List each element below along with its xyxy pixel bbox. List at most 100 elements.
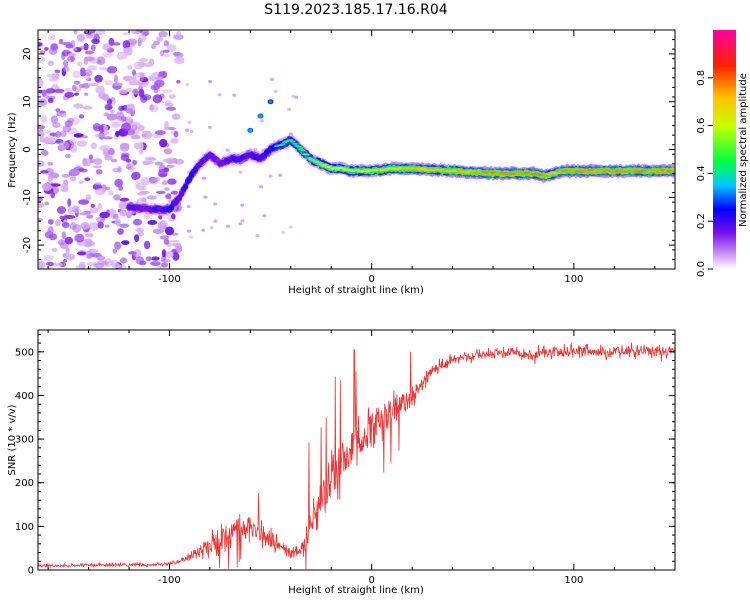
noise-blob	[146, 195, 157, 200]
noise-blob	[167, 178, 177, 185]
noise-blob	[134, 234, 140, 243]
noise-blob	[164, 226, 175, 236]
y-tick-label: -20	[22, 237, 33, 253]
noise-blob	[75, 265, 81, 269]
noise-blob	[81, 135, 89, 139]
noise-blob	[94, 262, 104, 269]
noise-blob	[273, 89, 278, 93]
noise-blob	[161, 100, 172, 104]
noise-blob	[122, 40, 131, 49]
noise-blob	[44, 201, 50, 206]
noise-blob	[51, 123, 61, 127]
y-tick-label: 400	[15, 391, 34, 402]
noise-blob	[156, 265, 162, 269]
noise-blob	[51, 247, 58, 252]
noise-blob	[104, 103, 109, 110]
noise-blob	[85, 250, 93, 260]
noise-blob	[120, 154, 130, 161]
noise-blob	[291, 94, 296, 98]
noise-blob	[60, 130, 67, 138]
noise-blob	[207, 125, 212, 129]
noise-blob	[94, 74, 103, 83]
noise-blob	[116, 51, 128, 60]
noise-blob	[137, 186, 146, 191]
noise-blob	[94, 181, 103, 185]
noise-blob	[84, 30, 96, 34]
y-tick-label: 100	[15, 522, 34, 533]
noise-blob	[73, 103, 84, 109]
noise-blob	[122, 75, 134, 82]
noise-blob	[72, 70, 81, 79]
noise-blob	[38, 160, 45, 167]
noise-blob	[38, 98, 47, 107]
noise-blob	[99, 66, 108, 71]
colorbar-ticks: 0.0 0.2 0.4 0.6 0.8	[696, 70, 713, 277]
noise-blob	[94, 133, 106, 138]
ridge-cell	[292, 142, 298, 145]
noise-blob	[186, 229, 191, 233]
noise-blob	[151, 256, 160, 261]
noise-blob	[85, 194, 92, 201]
noise-blob	[138, 34, 147, 42]
noise-blob	[90, 203, 96, 208]
noise-blob	[112, 213, 119, 220]
noise-blob	[270, 77, 274, 81]
noise-blob	[97, 221, 104, 229]
noise-blob	[163, 238, 170, 245]
noise-blob	[162, 158, 170, 163]
noise-blob	[48, 233, 58, 241]
noise-blob	[164, 102, 174, 107]
noise-blob	[102, 52, 113, 58]
noise-blob	[64, 91, 75, 98]
noise-blob	[63, 59, 69, 68]
noise-blob	[71, 116, 80, 126]
noise-blob	[90, 44, 96, 52]
noise-blob	[45, 168, 54, 175]
noise-blob	[69, 138, 78, 145]
noise-blob	[44, 129, 51, 134]
ridge-cell	[407, 168, 413, 171]
noise-blob	[288, 225, 293, 229]
noise-blob	[161, 89, 173, 93]
noise-blob	[63, 66, 70, 73]
noise-blob	[45, 88, 56, 94]
noise-blob	[77, 251, 87, 255]
noise-blob	[168, 94, 176, 99]
noise-blob	[86, 214, 94, 219]
noise-blob	[232, 93, 237, 97]
noise-blob	[38, 197, 43, 202]
noise-blob	[60, 184, 69, 193]
noise-blob	[164, 187, 170, 192]
noise-blob	[38, 260, 46, 269]
noise-blob	[128, 251, 137, 255]
noise-blob	[76, 140, 88, 147]
noise-blob	[74, 92, 79, 96]
y-tick-label: 0	[28, 566, 34, 577]
y-tick-label: 20	[22, 48, 33, 61]
ridge-cell	[322, 163, 328, 166]
noise-blob	[259, 185, 264, 189]
colorbar-tick-label: 0.2	[696, 213, 707, 229]
noise-blob	[135, 256, 145, 265]
noise-blob	[268, 174, 273, 178]
noise-blob	[71, 47, 78, 51]
noise-blob	[208, 80, 213, 84]
ridge-cell	[415, 167, 421, 170]
noise-blob	[141, 94, 152, 101]
colorbar-label: Normalized spectral amplitude	[738, 73, 749, 227]
heatmap-ylabel: Frequency (Hz)	[7, 112, 18, 188]
ridge-cell	[288, 139, 294, 142]
noise-blob	[65, 247, 70, 254]
noise-blob	[125, 116, 132, 123]
noise-blob	[54, 69, 61, 74]
noise-blob	[213, 219, 218, 223]
noise-blob	[111, 262, 121, 269]
noise-blob	[135, 228, 144, 232]
noise-blob	[255, 234, 260, 238]
noise-blob	[38, 78, 44, 87]
noise-blob	[69, 222, 77, 231]
noise-blob	[106, 113, 118, 121]
noise-blob	[67, 206, 74, 215]
noise-blob	[103, 124, 108, 133]
